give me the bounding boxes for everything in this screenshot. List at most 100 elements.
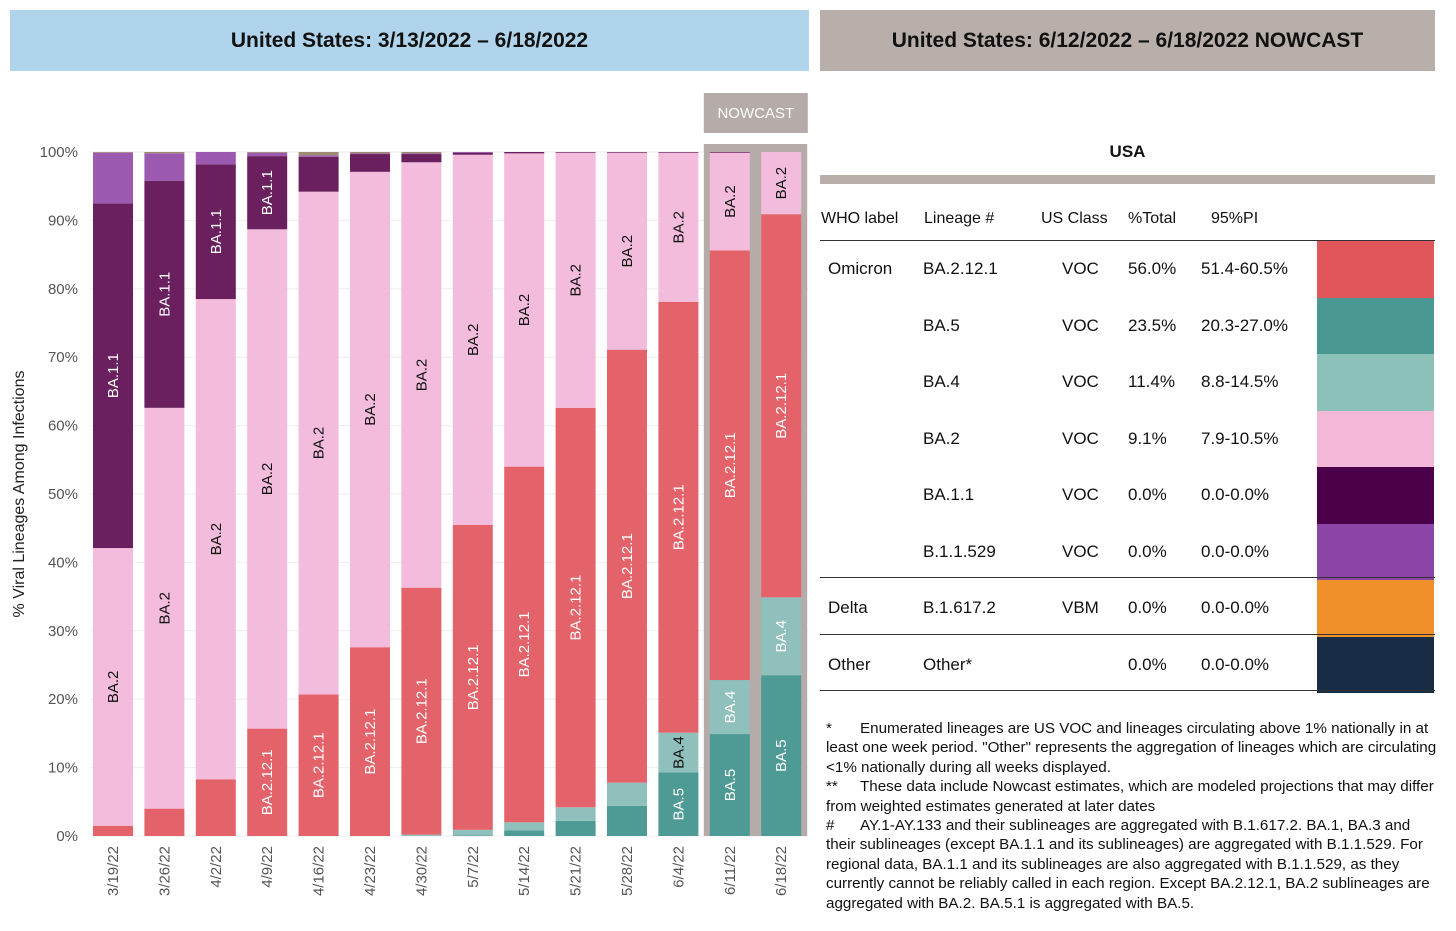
- bar-segment: [709, 152, 750, 251]
- cell-who: Delta: [828, 598, 868, 617]
- x-tick-label: 5/14/22: [516, 846, 533, 896]
- y-tick-label: 50%: [48, 486, 78, 503]
- table-row: BA.2 VOC 9.1% 7.9-10.5%: [820, 411, 1315, 467]
- segment-label: BA.4: [670, 736, 687, 769]
- cell-pi: 20.3-27.0%: [1201, 315, 1288, 335]
- col-header-pi: 95%PI: [1211, 210, 1259, 227]
- y-tick-label: 100%: [40, 144, 78, 161]
- bar-segment: [504, 830, 545, 836]
- segment-label: BA.2: [568, 264, 585, 297]
- bar-segment: [709, 152, 750, 153]
- y-tick-label: 30%: [48, 623, 78, 640]
- cell-us-class: VOC: [1062, 372, 1099, 391]
- bar-segment: [401, 587, 442, 835]
- bar-segment: [504, 822, 545, 831]
- segment-label: BA.2: [208, 523, 225, 556]
- bar-segment: [247, 229, 288, 729]
- y-tick-label: 10%: [48, 760, 78, 777]
- bar-segment: [401, 153, 442, 155]
- segment-label: BA.2.12.1: [773, 373, 790, 439]
- y-tick-label: 60%: [48, 418, 78, 435]
- col-header-who: WHO label: [821, 210, 899, 227]
- cell-total: 9.1%: [1128, 428, 1167, 448]
- segment-label: BA.2: [413, 359, 430, 392]
- table-rule: [820, 240, 1435, 241]
- x-tick-label: 3/19/22: [105, 846, 122, 896]
- segment-label: BA.2.12.1: [259, 749, 276, 815]
- bar-segment: [247, 728, 288, 836]
- bar-segment: [607, 349, 647, 783]
- bar-segment: [555, 807, 596, 821]
- bar-segment: [452, 835, 493, 836]
- cell-total: 0.0%: [1128, 598, 1167, 617]
- footnote-text: These data include Nowcast estimates, wh…: [826, 778, 1434, 815]
- bar-segment: [504, 466, 545, 823]
- cell-total: 0.0%: [1128, 541, 1167, 561]
- bar-segment: [504, 152, 545, 154]
- col-header-lineage: Lineage #: [924, 210, 995, 227]
- x-tick-label: 6/11/22: [722, 846, 739, 895]
- lineage-color-swatch: [1317, 636, 1434, 693]
- bar-segment: [350, 154, 390, 172]
- y-axis-label: % Viral Lineages Among Infections: [11, 371, 28, 618]
- table-row: B.1.1.529 VOC 0.0% 0.0-0.0%: [820, 524, 1315, 580]
- bar-segment: [93, 152, 133, 153]
- bar-segment: [195, 152, 236, 165]
- segment-label: BA.2.12.1: [465, 644, 482, 710]
- nowcast-label-box: [703, 93, 808, 133]
- y-tick-label: 20%: [48, 691, 78, 708]
- bar-segment: [452, 524, 493, 830]
- bar-segment: [607, 152, 647, 153]
- x-tick-label: 4/30/22: [413, 846, 430, 896]
- bar-segment: [144, 153, 185, 181]
- segment-label: BA.1.1: [105, 353, 122, 398]
- bar-segment: [350, 647, 390, 836]
- segment-label: BA.2.12.1: [516, 612, 533, 678]
- bar-segment: [452, 152, 493, 153]
- segment-label: BA.1.1: [208, 209, 225, 254]
- lineage-color-swatch: [1317, 523, 1434, 580]
- bar-segment: [195, 164, 236, 300]
- cell-total: 23.5%: [1128, 315, 1177, 335]
- cell-lineage: BA.4: [923, 372, 960, 391]
- cell-us-class: VOC: [1062, 315, 1099, 335]
- bar-segment: [144, 180, 185, 408]
- cell-total: 0.0%: [1128, 654, 1167, 674]
- table-row: Other Other* 0.0% 0.0-0.0%: [820, 637, 1315, 693]
- bar-segment: [93, 152, 133, 204]
- cell-lineage: Other*: [923, 654, 973, 674]
- cell-us-class: VOC: [1062, 428, 1099, 448]
- table-title-bar: [820, 175, 1435, 184]
- bar-segment: [401, 162, 442, 588]
- cell-pi: 0.0-0.0%: [1201, 598, 1270, 617]
- x-tick-label: 5/7/22: [465, 846, 482, 888]
- table-row: Delta B.1.617.2 VBM 0.0% 0.0-0.0%: [820, 580, 1315, 636]
- table-rule: [820, 577, 1435, 578]
- bar-segment: [761, 675, 802, 836]
- segment-label: BA.1.1: [259, 170, 276, 215]
- x-tick-label: 5/21/22: [568, 846, 585, 896]
- bar-segment: [709, 250, 750, 681]
- segment-label: BA.2: [311, 427, 328, 460]
- bar-segment: [298, 152, 339, 156]
- lineage-color-swatch: [1317, 354, 1434, 411]
- bar-segment: [350, 153, 390, 155]
- bar-segment: [761, 214, 802, 598]
- cell-total: 56.0%: [1128, 259, 1177, 278]
- bar-segment: [247, 152, 288, 157]
- bar-segment: [93, 548, 133, 826]
- cell-who: Omicron: [828, 259, 893, 278]
- footnote-mark: *: [826, 720, 832, 737]
- nowcast-header-title: United States: 6/12/2022 – 6/18/2022 NOW…: [891, 28, 1364, 52]
- bar-segment: [504, 153, 545, 467]
- cell-pi: 0.0-0.0%: [1201, 654, 1270, 674]
- x-tick-label: 6/4/22: [670, 846, 687, 888]
- y-tick-label: 80%: [48, 281, 78, 298]
- cell-us-class: VBM: [1062, 598, 1099, 617]
- segment-label: BA.1.1: [156, 272, 173, 317]
- bar-segment: [298, 191, 339, 695]
- bar-segment: [298, 156, 339, 192]
- cell-pi: 0.0-0.0%: [1201, 485, 1270, 504]
- stacked-bar-chart: 0% 10% 20% 30% 40% 50% 60% 70% 80% 90% 100% % Viral…: [11, 93, 808, 896]
- x-tick-label: 3/26/22: [156, 846, 173, 896]
